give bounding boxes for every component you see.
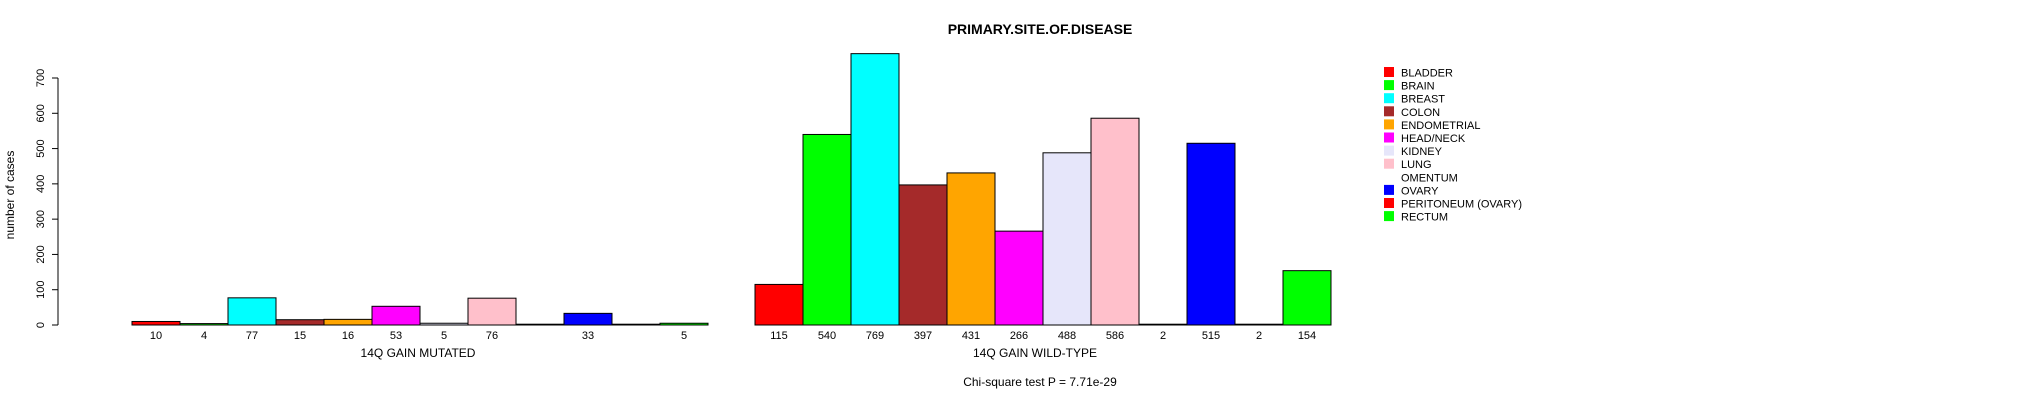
count-label: 540 (818, 330, 836, 342)
y-tick-label: 300 (35, 210, 47, 228)
legend-swatch (1384, 119, 1394, 130)
y-axis-label: number of cases (3, 151, 17, 240)
bar-mutated-5 (371, 305, 421, 326)
count-label: 5 (441, 330, 447, 342)
y-tick-label: 200 (35, 245, 47, 263)
chart-title: PRIMARY.SITE.OF.DISEASE (948, 21, 1133, 37)
legend-swatch (1384, 67, 1394, 77)
legend-swatch (1384, 145, 1394, 156)
count-label: 431 (962, 330, 980, 342)
count-label: 4 (201, 330, 207, 342)
legend-label: COLON (1401, 107, 1440, 119)
legend-swatch (1384, 158, 1394, 169)
bar-mutated-2 (227, 297, 277, 326)
bar-mutated-9 (563, 312, 613, 326)
legend-label: BLADDER (1401, 68, 1453, 80)
bar-mutated-1 (179, 323, 229, 326)
legend-swatch (1384, 132, 1394, 143)
bar-mutated-4 (323, 318, 373, 326)
bar-wild-type-11 (1282, 270, 1332, 326)
x-axis-label-wild-type: 14Q GAIN WILD-TYPE (973, 346, 1097, 360)
legend-swatch (1384, 198, 1394, 208)
count-label: 76 (486, 330, 498, 342)
bar-mutated-7 (467, 297, 517, 326)
legend-label: KIDNEY (1401, 146, 1443, 158)
legend-label: RECTUM (1401, 212, 1448, 224)
legend-swatch (1384, 93, 1394, 104)
bar-mutated-10 (611, 323, 661, 326)
bar-mutated-6 (419, 322, 469, 326)
count-label: 2 (1256, 330, 1262, 342)
count-label: 16 (342, 330, 354, 342)
legend-label: HEAD/NECK (1401, 133, 1466, 145)
count-label: 77 (246, 330, 258, 342)
bar-wild-type-0 (754, 283, 804, 326)
legend-label: OVARY (1401, 185, 1439, 197)
count-label: 266 (1010, 330, 1028, 342)
count-label: 53 (390, 330, 402, 342)
bar-wild-type-9 (1186, 142, 1236, 326)
count-label: 769 (866, 330, 884, 342)
x-axis-label-mutated: 14Q GAIN MUTATED (361, 346, 476, 360)
y-tick-label: 400 (35, 175, 47, 193)
legend-label: BRAIN (1401, 81, 1435, 93)
y-tick-label: 0 (35, 322, 47, 328)
count-label: 115 (770, 330, 788, 342)
legend: BLADDERBRAINBREASTCOLONENDOMETRIALHEAD/N… (1384, 67, 1522, 224)
bar-wild-type-8 (1138, 323, 1188, 326)
legend-label: ENDOMETRIAL (1401, 120, 1480, 132)
bar-wild-type-10 (1234, 323, 1284, 326)
legend-swatch (1384, 211, 1394, 222)
legend-label: BREAST (1401, 94, 1445, 106)
legend-swatch (1384, 106, 1394, 117)
count-label: 5 (681, 330, 687, 342)
legend-swatch (1384, 171, 1394, 182)
count-label: 33 (582, 330, 594, 342)
bar-wild-type-7 (1090, 117, 1140, 326)
bar-mutated-8 (515, 323, 565, 326)
bar-mutated-3 (275, 319, 325, 326)
y-tick-label: 500 (35, 139, 47, 157)
count-label: 15 (294, 330, 306, 342)
bar-mutated-11 (659, 322, 709, 326)
legend-label: LUNG (1401, 159, 1432, 171)
bar-wild-type-5 (994, 230, 1044, 326)
count-label: 154 (1298, 330, 1316, 342)
bar-mutated-0 (131, 320, 181, 326)
bar-wild-type-3 (898, 184, 948, 326)
y-tick-label: 100 (35, 281, 47, 299)
count-label: 488 (1058, 330, 1076, 342)
bar-wild-type-2 (850, 53, 900, 326)
legend-label: OMENTUM (1401, 172, 1458, 184)
bar-wild-type-4 (946, 172, 996, 326)
count-label: 586 (1106, 330, 1124, 342)
bar-wild-type-6 (1042, 152, 1092, 326)
legend-label: PERITONEUM (OVARY) (1401, 199, 1522, 211)
count-label: 515 (1202, 330, 1220, 342)
count-label: 10 (150, 330, 162, 342)
bars-layer: 10 4 77 15 16 53 5 76 33 5 115 540 769 397 431 266 488 58… (131, 53, 1332, 342)
chi-square-footnote: Chi-square test P = 7.71e-29 (963, 375, 1117, 389)
count-label: 2 (1160, 330, 1166, 342)
legend-swatch (1384, 80, 1394, 91)
bar-wild-type-1 (802, 133, 852, 326)
y-tick-label: 700 (35, 69, 47, 87)
y-axis: 0 100 200 300 400 500 600 700 (35, 69, 59, 328)
y-tick-label: 600 (35, 104, 47, 122)
legend-swatch (1384, 184, 1394, 195)
count-label: 397 (914, 330, 932, 342)
